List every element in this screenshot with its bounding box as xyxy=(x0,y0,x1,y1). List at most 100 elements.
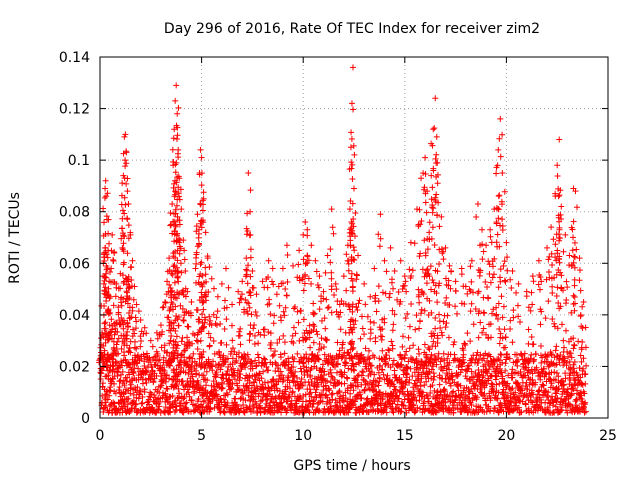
data-point-column xyxy=(175,362,182,369)
data-point-band xyxy=(409,373,416,380)
data-point xyxy=(312,257,319,264)
x-tick-label: 20 xyxy=(497,428,515,444)
data-point-column xyxy=(247,187,254,194)
data-point-band xyxy=(190,350,197,357)
data-point-column xyxy=(252,308,259,315)
data-point-column xyxy=(348,136,355,143)
data-point-column xyxy=(300,316,307,323)
data-point-band xyxy=(442,388,449,395)
data-point-column xyxy=(468,278,475,285)
data-point-column xyxy=(295,319,302,326)
data-point-band xyxy=(290,364,297,371)
data-point-column xyxy=(358,313,365,320)
data-point-column xyxy=(274,339,281,346)
data-point-band xyxy=(533,364,540,371)
data-point-column xyxy=(542,351,549,358)
data-point xyxy=(239,278,246,285)
data-point-column xyxy=(303,327,310,334)
data-point-band xyxy=(522,400,529,407)
data-point-column xyxy=(281,350,288,357)
data-point-column xyxy=(294,308,301,315)
data-point-column xyxy=(244,210,251,217)
data-point-column xyxy=(101,219,108,226)
data-point xyxy=(548,224,555,231)
data-point-column xyxy=(175,322,182,329)
data-point-column xyxy=(572,300,579,307)
data-point-column xyxy=(267,345,274,352)
data-point xyxy=(430,126,437,133)
data-point xyxy=(428,172,435,179)
data-point-band xyxy=(203,368,210,375)
data-point-column xyxy=(560,337,567,344)
data-point-column xyxy=(406,345,413,352)
data-point-column xyxy=(243,271,250,278)
data-point-column xyxy=(554,250,561,257)
data-point-column xyxy=(420,290,427,297)
data-point-column xyxy=(169,301,176,308)
data-point-band xyxy=(245,385,252,392)
data-point-column xyxy=(523,357,530,364)
data-point-column xyxy=(552,241,559,248)
data-point-band xyxy=(461,359,468,366)
data-point-band xyxy=(184,378,191,385)
data-point-column xyxy=(177,302,184,309)
data-point-column xyxy=(353,361,360,368)
data-point-column xyxy=(221,359,228,366)
data-point-column xyxy=(120,279,127,286)
data-point-column xyxy=(410,342,417,349)
data-point-column xyxy=(388,276,395,283)
data-point-band xyxy=(345,365,352,372)
data-point-column xyxy=(351,247,358,254)
data-point-column xyxy=(129,326,136,333)
data-point-column xyxy=(555,185,562,192)
data-point-column xyxy=(553,361,560,368)
data-point-band xyxy=(375,369,382,376)
data-point-column xyxy=(223,341,230,348)
data-point-column xyxy=(480,325,487,332)
data-point-column xyxy=(493,219,500,226)
data-point-column xyxy=(434,171,441,178)
data-point-column xyxy=(450,341,457,348)
data-point-column xyxy=(133,318,140,325)
data-point xyxy=(432,95,439,102)
data-point-band xyxy=(512,389,519,396)
data-point-column xyxy=(302,335,309,342)
data-point-band xyxy=(580,365,587,372)
data-point-column xyxy=(175,104,182,111)
data-point-column xyxy=(554,173,561,180)
data-point-band xyxy=(487,353,494,360)
data-point-column xyxy=(525,304,532,311)
data-point-column xyxy=(100,205,107,212)
data-point-column xyxy=(549,290,556,297)
data-point xyxy=(479,226,486,233)
data-point xyxy=(124,188,131,195)
data-point-band xyxy=(520,361,527,368)
data-point-band xyxy=(163,372,170,379)
data-point xyxy=(122,131,129,138)
data-point-column xyxy=(496,135,503,142)
data-point-column xyxy=(556,237,563,244)
data-point-column xyxy=(479,329,486,336)
data-point xyxy=(529,273,536,280)
data-point-column xyxy=(440,350,447,357)
data-point-column xyxy=(430,205,437,212)
data-point-column xyxy=(431,288,438,295)
data-point-band xyxy=(220,408,227,415)
data-point-column xyxy=(352,210,359,217)
data-points xyxy=(96,64,590,416)
data-point-column xyxy=(336,313,343,320)
data-point-column xyxy=(447,285,454,292)
data-point-column xyxy=(140,330,147,337)
data-point-band xyxy=(376,374,383,381)
data-point-band xyxy=(168,359,175,366)
data-point-column xyxy=(143,330,150,337)
data-point-band xyxy=(573,396,580,403)
data-point-column xyxy=(185,323,192,330)
data-point-band xyxy=(211,350,218,357)
data-point-column xyxy=(210,311,217,318)
data-point xyxy=(468,257,475,264)
data-point-column xyxy=(488,334,495,341)
data-point-column xyxy=(344,349,351,356)
data-point-column xyxy=(440,256,447,263)
